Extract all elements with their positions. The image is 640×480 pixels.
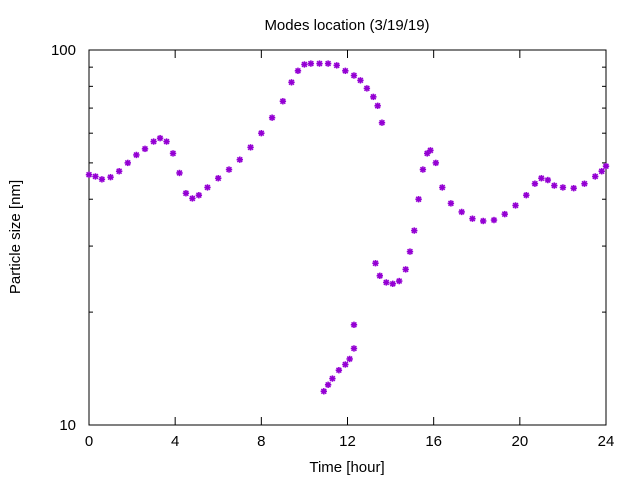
data-point: [544, 176, 552, 184]
data-point: [350, 72, 358, 79]
data-point: [350, 345, 358, 352]
data-point: [92, 173, 99, 180]
x-tick-label: 16: [425, 433, 442, 450]
data-point: [98, 176, 106, 183]
data-point: [333, 62, 340, 69]
data-point: [538, 175, 545, 182]
data-point: [570, 185, 577, 192]
data-point: [163, 138, 170, 145]
data-point: [133, 151, 140, 159]
data-point: [512, 202, 519, 209]
data-point: [215, 175, 222, 182]
data-point: [204, 184, 211, 191]
data-point: [301, 61, 308, 68]
data-point: [357, 77, 364, 84]
data-point: [236, 156, 243, 163]
data-point: [406, 248, 414, 255]
x-tick-label: 0: [85, 433, 93, 450]
data-point: [469, 215, 476, 222]
data-point: [346, 355, 353, 363]
data-point: [458, 208, 465, 216]
data-point: [324, 381, 332, 388]
data-point: [182, 190, 190, 197]
data-point: [372, 260, 379, 267]
data-point: [288, 79, 295, 86]
data-point: [124, 159, 131, 167]
x-axis-label: Time [hour]: [309, 459, 384, 476]
data-point: [279, 98, 287, 105]
y-axis-label: Particle size [nm]: [7, 180, 24, 294]
data-point: [402, 266, 409, 273]
data-point: [598, 168, 605, 175]
data-point: [383, 279, 390, 286]
y-tick-label: 10: [59, 417, 76, 434]
data-point: [294, 67, 302, 75]
chart-title: Modes location (3/19/19): [264, 17, 429, 34]
data-point: [85, 171, 93, 178]
data-point: [350, 321, 358, 329]
data-point: [432, 159, 440, 167]
y-axis-ticks: 10 100: [51, 42, 606, 434]
data-point: [490, 216, 498, 224]
data-point: [592, 173, 599, 180]
x-axis-ticks: 0 4 8 12 16 20 24: [85, 50, 615, 450]
data-point: [411, 227, 418, 234]
data-point: [176, 169, 183, 177]
data-point: [225, 166, 233, 173]
x-tick-label: 12: [339, 433, 356, 450]
data-point: [268, 114, 276, 121]
data-point: [602, 162, 610, 170]
data-point: [115, 168, 123, 175]
data-point: [316, 60, 323, 67]
data-point: [551, 182, 558, 189]
data-point: [169, 150, 177, 157]
data-points: [85, 60, 610, 395]
data-point: [415, 196, 422, 203]
x-tick-label: 8: [257, 433, 265, 450]
x-tick-label: 4: [171, 433, 179, 450]
data-point: [439, 184, 446, 191]
data-point: [195, 192, 203, 199]
data-point: [189, 195, 196, 202]
data-point: [389, 280, 396, 287]
data-point: [376, 272, 384, 279]
data-point: [320, 388, 328, 395]
data-point: [480, 217, 487, 225]
data-point: [342, 67, 349, 75]
data-point: [307, 60, 315, 67]
data-point: [523, 192, 530, 199]
data-point: [258, 129, 265, 137]
x-tick-label: 20: [511, 433, 528, 450]
data-point: [559, 184, 567, 191]
y-tick-label: 100: [51, 42, 76, 59]
data-point: [581, 180, 588, 187]
plot-frame: [88, 49, 607, 426]
data-point: [427, 147, 434, 154]
data-point: [335, 367, 343, 374]
data-point: [141, 145, 149, 153]
data-point: [324, 60, 332, 67]
data-point: [374, 102, 381, 109]
data-point: [501, 210, 508, 218]
data-point: [150, 138, 157, 145]
data-point: [396, 277, 403, 285]
data-point: [531, 180, 539, 187]
data-point: [156, 134, 164, 142]
data-point: [378, 119, 386, 126]
data-point: [107, 173, 114, 181]
x-tick-label: 24: [598, 433, 615, 450]
data-point: [247, 144, 254, 151]
data-point: [329, 375, 336, 382]
data-point: [363, 85, 371, 92]
data-point: [419, 166, 427, 173]
data-point: [342, 361, 349, 368]
data-point: [370, 93, 377, 101]
data-point: [447, 200, 455, 207]
